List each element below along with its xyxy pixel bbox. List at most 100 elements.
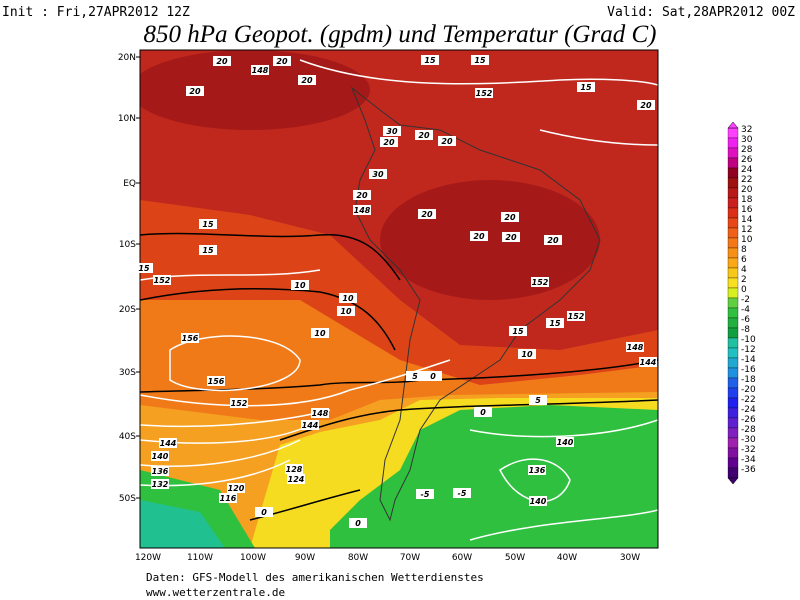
contour-label-box [298,75,316,85]
data-source: Daten: GFS-Modell des amerikanischen Wet… [146,571,484,584]
contour-label: 20 [383,138,395,147]
contour-label: 15 [202,220,214,229]
lat-label: 10S [119,240,136,250]
contour-label: 136 [529,466,546,475]
contour-label-box [159,438,177,448]
colorbar-label: 24 [741,165,753,175]
colorbar-cell [727,247,739,259]
contour-label-box [474,407,492,417]
contour-label: 20 [547,236,559,245]
contour-label: 20 [189,87,201,96]
colorbar-top [727,121,739,129]
colorbar-label: 0 [741,285,747,295]
colorbar-cell [727,137,739,149]
colorbar-cell [727,317,739,329]
contour-label: 148 [312,409,329,418]
colorbar-cell [727,407,739,419]
contour-label-box [251,65,269,75]
colorbar-label: 20 [741,185,753,195]
contour-label: 5 [535,396,541,405]
colorbar-label: -14 [741,355,756,365]
contour-label: 152 [154,276,171,285]
colorbar-cell [727,367,739,379]
colorbar-label: 32 [741,125,752,135]
contour-label-box [227,483,245,493]
contour-label-box [291,280,309,290]
colorbar-label: -12 [741,345,756,355]
contour-label: 15 [512,327,524,336]
lon-label: 120W [135,553,161,563]
contour-label: 140 [557,438,574,447]
colorbar-cell [727,157,739,169]
init-time: Init : Fri,27APR2012 12Z [2,5,190,20]
contour-label: 152 [476,89,493,98]
colorbar-cell [727,307,739,319]
contour-label: 15 [549,319,561,328]
contour-label-box [181,333,199,343]
contour-label-box [470,231,488,241]
colorbar-cell [727,187,739,199]
contour-label-box [151,466,169,476]
colorbar-label: -32 [741,445,756,455]
contour-label: 15 [424,56,436,65]
valid-time: Valid: Sat,28APR2012 00Z [607,5,795,20]
colorbar-cell [727,207,739,219]
colorbar-label: 10 [741,235,753,245]
contour-label: 156 [182,334,199,343]
contour-label: 152 [231,399,248,408]
colorbar-label: 18 [741,195,753,205]
contour-label: 156 [208,377,225,386]
contour-label-box [626,342,644,352]
lon-label: 100W [240,553,266,563]
contour-label-box [369,169,387,179]
contour-label: 20 [418,131,430,140]
contour-label: 0 [480,408,486,417]
contour-label: 5 [412,372,418,381]
lon-label: 30W [620,553,640,563]
lat-label: 20N [118,53,136,63]
contour-label-box [151,451,169,461]
contour-label-box [424,371,442,381]
contour-label: 20 [301,76,313,85]
contour-label-box [438,136,456,146]
contour-label: 20 [216,57,228,66]
contour-label-box [219,493,237,503]
colorbar-label: 16 [741,205,753,215]
contour-label-box [383,126,401,136]
colorbar-cell [727,417,739,429]
contour-label-box [475,88,493,98]
contour-label: 140 [530,497,547,506]
colorbar-cell [727,197,739,209]
colorbar-label: -10 [741,335,756,345]
colorbar-label: 26 [741,155,753,165]
lon-label: 40W [557,553,577,563]
contour-label-box [418,209,436,219]
contour-label: 20 [640,101,652,110]
lon-label: 60W [452,553,472,563]
contour-label-box [153,275,171,285]
contour-label: 152 [532,278,549,287]
contour-label-box [453,488,471,498]
contour-label-box [349,518,367,528]
contour-label-box [353,190,371,200]
contour-label: 148 [354,206,371,215]
contour-label: 30 [372,170,384,179]
colorbar-cell [727,287,739,299]
lon-label: 50W [505,553,525,563]
contour-label: 15 [138,264,150,273]
contour-label-box [230,398,248,408]
colorbar-label: -4 [741,305,750,315]
contour-label-box [287,474,305,484]
lon-label: 90W [295,553,315,563]
contour-label-box [556,437,574,447]
contour-label: 20 [473,232,485,241]
colorbar-label: 28 [741,145,753,155]
colorbar-cell [727,377,739,389]
colorbar-cell [727,227,739,239]
contour-label: 30 [386,127,398,136]
contour-label: 124 [288,475,305,484]
contour-label-box [380,137,398,147]
lat-label: 50S [119,494,136,504]
lat-label: 40S [119,432,136,442]
